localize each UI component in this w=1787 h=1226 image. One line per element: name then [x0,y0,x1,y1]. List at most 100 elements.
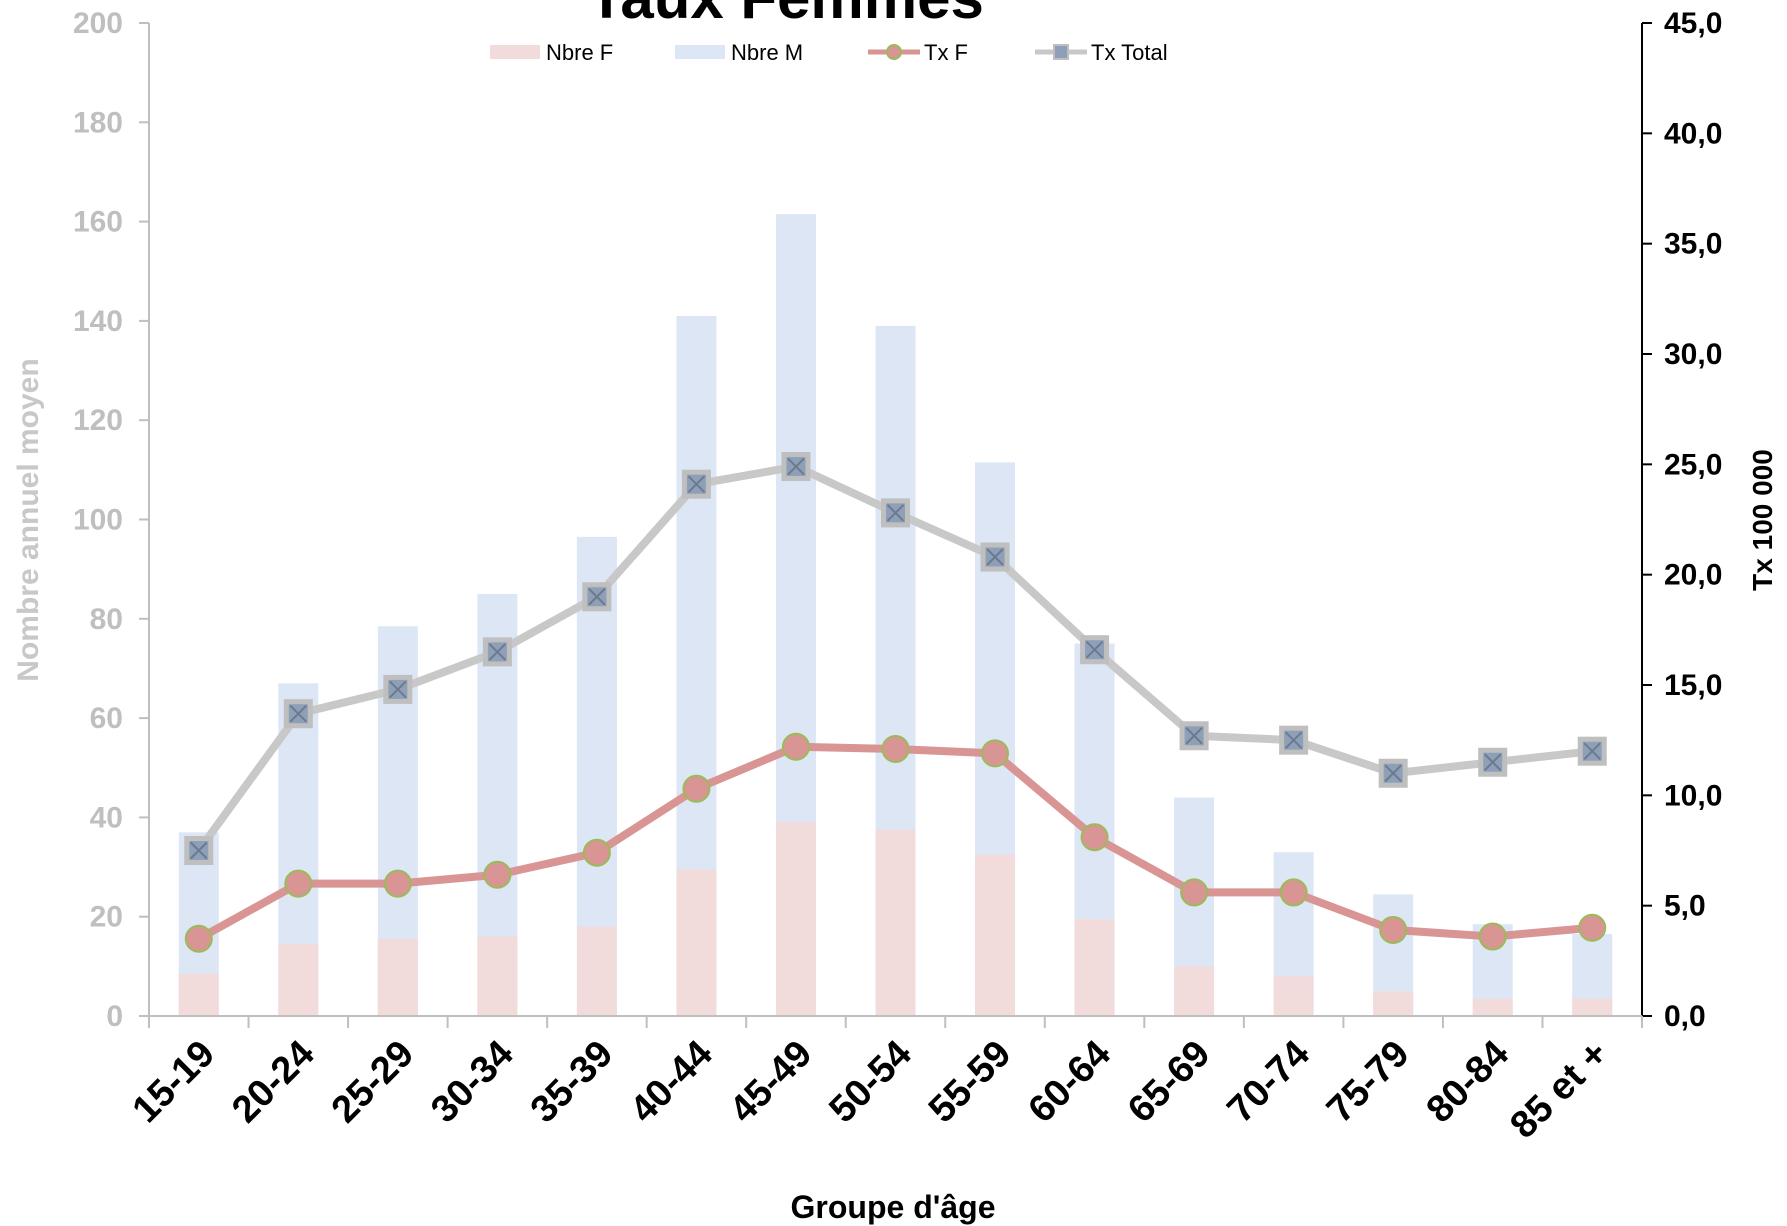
tx-total-marker-cross [1085,640,1104,659]
bar-nbre-f [178,973,219,1016]
x-tick-label: 30-34 [423,1033,521,1131]
bar-nbre-f [875,829,916,1016]
y2-axis-title: Tx 100 000 [1747,449,1778,591]
tx-f-marker [781,732,810,761]
tx-f-marker [483,860,512,889]
legend-swatch-marker [1053,44,1069,60]
x-tick-label: 75-79 [1319,1033,1417,1131]
right-tick-label: 20,0 [1664,559,1722,592]
left-tick-label: 60 [90,702,123,735]
tx-f-marker [1180,878,1209,907]
legend: Nbre F Nbre M Tx F Tx Total [490,40,1168,65]
tx-total-marker-cross [190,841,208,860]
bar-nbre-f [278,944,319,1016]
tx-f-marker [881,734,910,763]
right-axis-ticks: 0,0 5,0 10,0 15,0 20,0 25,0 30,0 35,0 40,0 45,0 [1642,7,1722,1033]
left-tick-label: 80 [90,603,123,636]
left-axis-ticks: 0 20 40 60 80 100 120 140 160 180 200 [73,7,149,1033]
left-tick-label: 180 [73,106,123,139]
x-tick-label: 85 et + [1502,1033,1616,1147]
x-tick-label: 50-54 [821,1033,919,1131]
x-tick-label: 70-74 [1220,1033,1318,1131]
tx-total-marker-cross [986,548,1004,566]
left-tick-label: 120 [73,404,123,437]
legend-swatch-marker [886,44,902,60]
legend-label: Tx Total [1091,40,1168,65]
bar-nbre-f [477,936,518,1016]
right-tick-label: 0,0 [1664,1000,1706,1033]
left-tick-label: 100 [73,504,123,537]
bar-nbre-f [1174,966,1215,1016]
tx-f-marker [1080,823,1109,852]
legend-label: Tx F [924,40,968,65]
left-tick-label: 0 [106,1000,123,1033]
tx-f-marker [582,838,611,867]
right-tick-label: 10,0 [1664,779,1722,812]
chart-title: Taux Femmes [588,0,984,31]
tx-f-marker [1279,878,1308,907]
legend-label: Nbre F [546,40,613,65]
right-tick-label: 15,0 [1664,669,1722,702]
legend-label: Nbre M [731,40,803,65]
right-tick-label: 45,0 [1664,7,1722,40]
tx-total-marker-cross [687,475,706,493]
x-tick-label: 20-24 [224,1033,322,1131]
tx-total-marker-cross [389,680,407,699]
tx-total-marker-cross [787,457,805,476]
x-tick-label: 60-64 [1020,1033,1118,1131]
tx-total-marker-cross [1583,742,1601,760]
bar-nbre-f [576,926,617,1016]
tx-total-marker-cross [1384,764,1402,782]
tx-total-marker-cross [588,588,606,606]
bar-nbre-f [1472,998,1513,1016]
tx-f-marker [1578,913,1607,942]
bar-nbre-f [1373,991,1414,1016]
x-tick-label: 35-39 [523,1033,621,1131]
x-tick-label: 25-29 [324,1033,422,1131]
tx-total-marker-cross [1284,731,1303,749]
tx-f-marker [284,869,313,898]
x-tick-label: 65-69 [1120,1033,1218,1131]
tx-f-marker [383,869,412,898]
x-tick-label: 55-59 [921,1033,1019,1131]
tx-total-marker-cross [886,504,905,522]
x-tick-label: 45-49 [722,1033,820,1131]
left-tick-label: 140 [73,305,123,338]
bar-nbre-f [1572,998,1613,1016]
bar-nbre-f [975,854,1016,1016]
right-tick-label: 40,0 [1664,117,1722,150]
tx-total-marker-cross [1483,753,1502,771]
right-tick-label: 25,0 [1664,448,1722,481]
legend-swatch [675,45,725,59]
left-tick-label: 200 [73,7,123,40]
x-axis-ticks: 15-19 20-24 25-29 30-34 35-39 40-44 45-49 50-54… [125,1016,1643,1147]
left-tick-label: 20 [90,901,123,934]
line-tx-total [184,452,1607,865]
x-tick-label: 40-44 [622,1033,720,1131]
bar-nbre-f [775,822,816,1016]
tx-total-marker-cross [289,704,308,723]
right-tick-label: 30,0 [1664,338,1722,371]
tx-f-marker [1478,922,1507,951]
left-tick-label: 160 [73,206,123,239]
tx-f-marker [1379,915,1408,944]
bars-nbre-f [178,822,1613,1016]
tx-total-marker-cross [1185,727,1203,745]
bar-nbre-f [1074,919,1115,1016]
right-tick-label: 35,0 [1664,228,1722,261]
left-tick-label: 40 [90,801,123,834]
bar-nbre-f [676,869,717,1016]
tx-f-marker [981,739,1010,768]
x-tick-label: 15-19 [125,1033,223,1131]
bar-nbre-f [377,939,418,1016]
tx-f-marker [184,924,213,953]
right-tick-label: 5,0 [1664,890,1706,923]
tx-total-marker-cross [488,643,507,661]
bar-nbre-f [1273,976,1314,1016]
x-axis-title: Groupe d'âge [791,1189,996,1225]
y-axis-title: Nombre annuel moyen [12,358,45,681]
legend-swatch [490,45,540,59]
line-tx-f [184,732,1607,953]
tx-f-marker [682,774,711,803]
